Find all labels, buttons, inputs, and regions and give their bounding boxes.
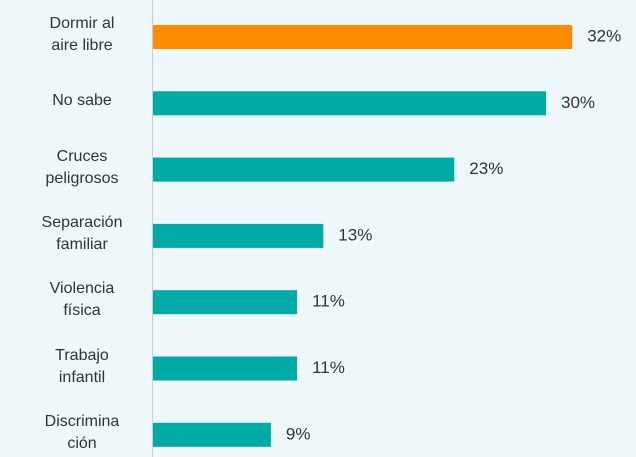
bar <box>153 223 324 248</box>
category-label: Trabajo infantil <box>55 346 109 386</box>
category-label: Violencia física <box>49 280 115 320</box>
bar <box>153 91 546 116</box>
value-label: 11% <box>312 358 345 377</box>
bar <box>153 356 298 381</box>
bar <box>153 157 455 182</box>
value-label: 32% <box>587 26 621 45</box>
bar <box>153 290 298 315</box>
bar <box>153 25 573 49</box>
category-label: Separación familiar <box>41 213 123 253</box>
value-label: 23% <box>469 159 503 178</box>
category-label: Dormir al aire libre <box>49 15 115 54</box>
value-label: 9% <box>286 424 311 443</box>
value-label: 30% <box>561 93 595 112</box>
value-label: 13% <box>338 225 372 244</box>
category-label: No sabe <box>52 92 112 110</box>
value-label: 11% <box>312 292 345 311</box>
category-label: Cruces peligrosos <box>45 147 119 187</box>
category-label: Discrimina ción <box>44 412 120 452</box>
bar <box>153 422 271 447</box>
